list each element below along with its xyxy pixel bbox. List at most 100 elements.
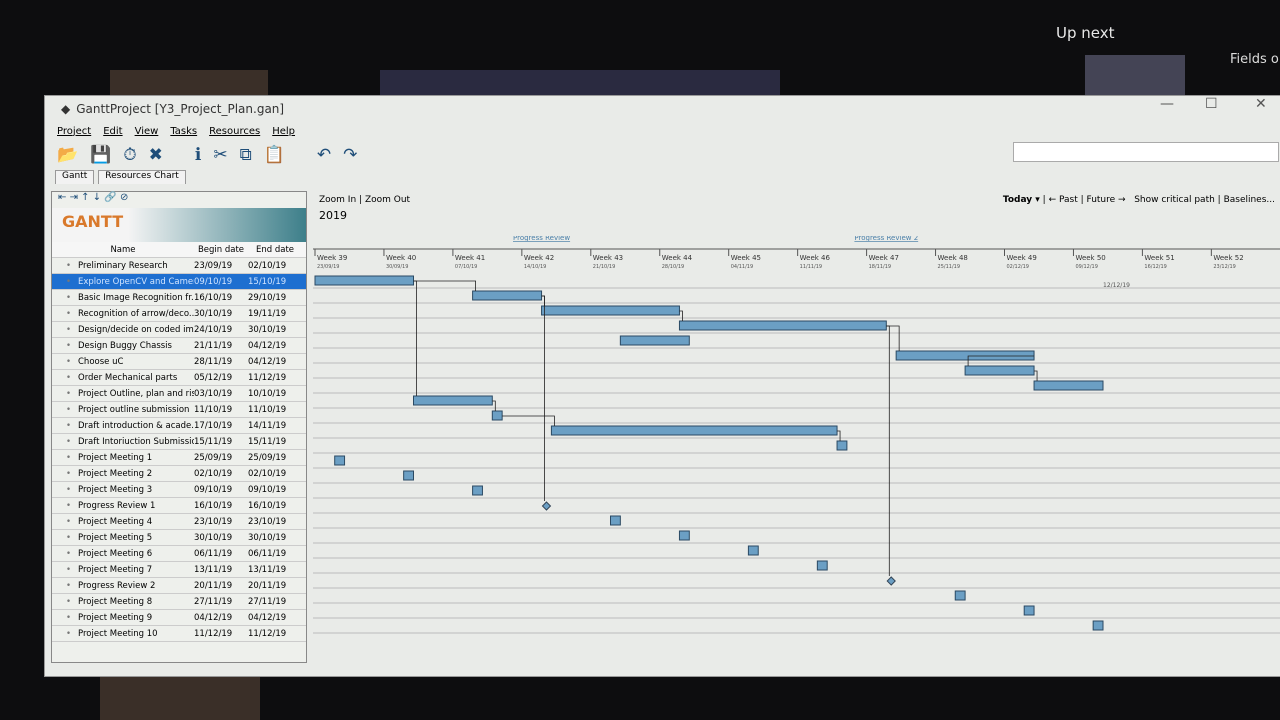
task-begin: 11/12/19 <box>194 628 233 639</box>
task-bar <box>678 320 887 331</box>
task-name: Project Meeting 10 <box>52 629 194 639</box>
task-end: 11/12/19 <box>248 628 287 639</box>
tab-gantt[interactable]: Gantt <box>55 170 95 184</box>
cut-icon[interactable]: ✂ <box>213 145 228 165</box>
redo-icon[interactable]: ↷ <box>343 145 358 165</box>
menu-resources[interactable]: Resources <box>209 125 261 137</box>
task-row[interactable]: Recognition of arrow/deco...30/10/19 19/1… <box>52 306 306 322</box>
task-end: 04/12/19 <box>248 356 287 367</box>
menu-edit[interactable]: Edit <box>103 125 123 137</box>
open-icon[interactable]: 📂 <box>57 145 79 165</box>
save-icon[interactable]: 💾 <box>90 145 112 165</box>
column-begin-date[interactable]: Begin date <box>197 244 245 255</box>
task-square <box>403 470 415 481</box>
menu-project[interactable]: Project <box>57 125 92 137</box>
week-label: Week 47 <box>869 254 899 262</box>
week-date: 23/12/19 <box>1213 264 1235 270</box>
menu-tasks[interactable]: Tasks <box>170 125 198 137</box>
task-square <box>1023 605 1035 616</box>
task-row[interactable]: Basic Image Recognition fr...16/10/19 29/… <box>52 290 306 306</box>
close-button[interactable]: ✕ <box>1255 96 1267 112</box>
up-next-title[interactable]: Fields o <box>1230 52 1279 67</box>
past-button[interactable]: ← Past <box>1048 195 1078 205</box>
future-button[interactable]: Future → <box>1086 195 1126 205</box>
task-row[interactable]: Draft Intoriuction Submission15/11/1915/… <box>52 434 306 450</box>
dependency-arrow <box>886 325 900 351</box>
unlink-icon[interactable]: ⊘ <box>119 192 129 203</box>
task-row[interactable]: Explore OpenCV and Camer...09/10/19 15/10… <box>52 274 306 290</box>
show-critical-path-button[interactable]: Show critical path <box>1134 195 1215 205</box>
maximize-button[interactable]: ☐ <box>1205 96 1218 112</box>
today-button[interactable]: Today ▾ <box>1002 195 1040 205</box>
task-end: 14/11/19 <box>248 420 287 431</box>
zoom-out-button[interactable]: Zoom Out <box>364 195 411 205</box>
task-bar <box>413 395 493 406</box>
task-end: 10/10/19 <box>248 388 287 399</box>
task-bar <box>314 275 414 286</box>
menu-view[interactable]: View <box>134 125 159 137</box>
search-input[interactable] <box>1013 142 1279 162</box>
task-end: 11/10/19 <box>248 404 287 415</box>
menu-help[interactable]: Help <box>272 125 296 137</box>
task-name: Draft introduction & acade... <box>52 421 194 431</box>
week-date: 28/10/19 <box>662 264 684 270</box>
thumbnail[interactable] <box>380 70 780 95</box>
thumbnail[interactable] <box>100 676 260 720</box>
unindent-icon[interactable]: ⇤ <box>58 192 67 203</box>
delete-icon[interactable]: ✖ <box>148 145 163 165</box>
week-date: 16/12/19 <box>1144 264 1166 270</box>
task-name: Draft Intoriuction Submission <box>52 437 194 447</box>
week-label: Week 46 <box>800 254 831 262</box>
undo-icon[interactable]: ↶ <box>316 145 332 165</box>
window-title: GanttProject [Y3_Project_Plan.gan] <box>76 102 285 116</box>
task-row[interactable]: Design/decide on coded im...24/10/19 30/1… <box>52 322 306 338</box>
task-bar <box>550 425 838 436</box>
zoom-in-button[interactable]: Zoom In <box>319 195 357 205</box>
history-icon[interactable]: ⏱ <box>123 145 137 165</box>
column-name[interactable]: Name <box>110 244 136 255</box>
task-square <box>334 455 346 466</box>
task-row[interactable]: Project Outline, plan and ris...03/10/19… <box>52 386 306 402</box>
task-bar <box>895 350 1035 361</box>
gantt-canvas[interactable]: Progress Review Progress Review 2 Week 39 2… <box>313 236 1280 666</box>
task-row[interactable]: Project outline submission11/10/1911/10/… <box>52 402 306 418</box>
minimize-button[interactable]: — <box>1160 96 1174 112</box>
thumbnail[interactable] <box>1085 55 1185 95</box>
task-name: Project outline submission <box>52 405 194 415</box>
copy-icon[interactable]: ⧉ <box>239 145 252 165</box>
paste-icon[interactable]: 📋 <box>263 145 285 165</box>
task-name: Progress Review 1 <box>52 501 194 511</box>
move-down-icon[interactable]: ↓ <box>92 192 102 203</box>
dependency-arrow <box>1034 370 1038 381</box>
indent-icon[interactable]: ⇥ <box>69 192 78 203</box>
move-up-icon[interactable]: ↑ <box>81 192 90 203</box>
task-begin: 23/09/19 <box>194 260 233 271</box>
thumbnail[interactable] <box>110 70 268 95</box>
baselines-button[interactable]: Baselines... <box>1223 195 1275 205</box>
task-begin: 15/11/19 <box>194 436 233 447</box>
link-icon[interactable]: 🔗 <box>104 192 117 203</box>
tab-resources-chart[interactable]: Resources Chart <box>98 170 186 184</box>
column-end-date[interactable]: End date <box>255 244 295 255</box>
dependency-arrow <box>837 430 841 441</box>
info-icon[interactable]: ℹ <box>194 145 202 165</box>
task-end: 15/10/19 <box>248 276 287 287</box>
task-row[interactable]: Draft introduction & acade...17/10/19 14/… <box>52 418 306 434</box>
task-name: Project Meeting 2 <box>52 469 194 479</box>
